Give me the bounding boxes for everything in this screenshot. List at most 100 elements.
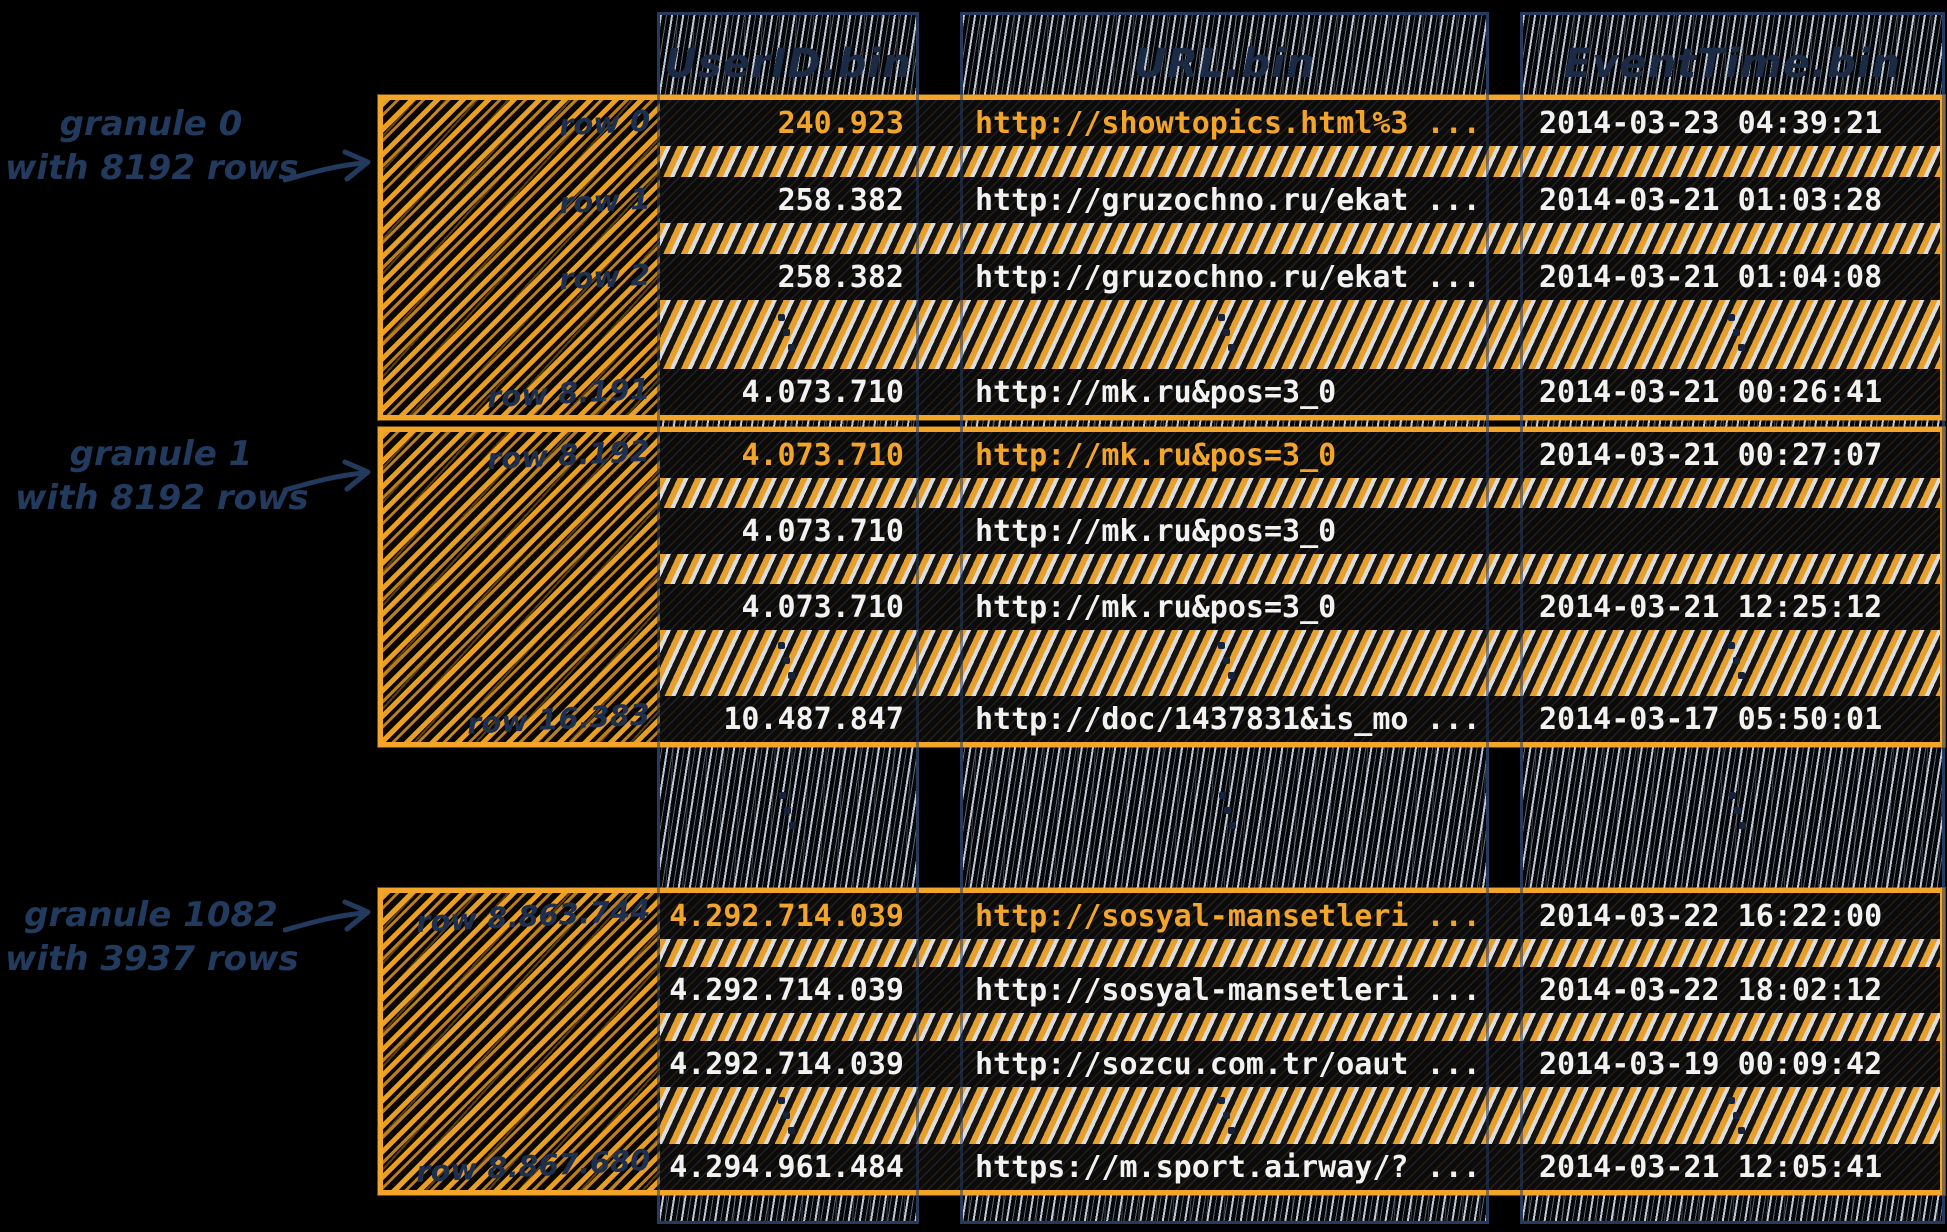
cell-url: http://gruzochno.ru/ekat ... xyxy=(975,259,1481,295)
hidden-rows-gap xyxy=(660,630,1940,696)
table-row: 258.382 http://gruzochno.ru/ekat ... 201… xyxy=(660,254,1940,300)
cell-eventtime: 2014-03-21 01:04:08 xyxy=(1539,259,1883,295)
row-label: row 8.863.744 xyxy=(414,892,651,940)
ellipsis-dots-icon xyxy=(1218,314,1225,321)
cell-eventtime: 2014-03-23 04:39:21 xyxy=(1539,105,1883,141)
cell-eventtime: 2014-03-17 05:50:01 xyxy=(1539,701,1883,737)
band-edge-line xyxy=(960,12,963,1224)
granule-0-hatch-block: row 0 row 1 row 2 row 8.191 xyxy=(383,100,660,415)
cell-url: http://sosyal-mansetleri ... xyxy=(975,972,1481,1008)
cell-url: http://doc/1437831&is_mo ... xyxy=(975,701,1481,737)
arrow-right-icon xyxy=(283,149,371,183)
band-edge-line xyxy=(1520,12,1523,1224)
cell-url: http://mk.ru&pos=3_0 xyxy=(975,513,1337,549)
cell-userid: 10.487.847 xyxy=(723,701,904,737)
hidden-rows-gap xyxy=(660,300,1940,369)
ellipsis-dots-icon xyxy=(1728,642,1735,649)
annotation-line2: with 8192 rows xyxy=(15,478,309,518)
cell-eventtime: 2014-03-19 00:09:42 xyxy=(1539,1046,1883,1082)
granule-1-annotation: granule 1 with 8192 rows xyxy=(15,432,309,520)
row-label: row 8.867.680 xyxy=(414,1142,651,1190)
cell-userid: 4.073.710 xyxy=(741,589,904,625)
cell-userid: 4.292.714.039 xyxy=(669,1046,904,1082)
cell-url: http://mk.ru&pos=3_0 xyxy=(975,589,1337,625)
cell-eventtime: 2014-03-22 18:02:12 xyxy=(1539,972,1883,1008)
ellipsis-dots-icon xyxy=(779,792,786,799)
granule-0-annotation: granule 0 with 8192 rows xyxy=(5,102,299,190)
table-row: 4.073.710 http://mk.ru&pos=3_0 2014-03-2… xyxy=(660,369,1940,415)
cell-url: https://m.sport.airway/? ... xyxy=(975,1149,1481,1185)
row-label: row 8.192 xyxy=(486,433,651,477)
arrow-right-icon xyxy=(283,459,371,493)
ellipsis-dots-icon xyxy=(1728,314,1735,321)
table-row: 4.073.710 http://mk.ru&pos=3_0 2014-03-2… xyxy=(660,584,1940,630)
granule-0-box: row 0 row 1 row 2 row 8.191 240.923 http… xyxy=(378,95,1945,420)
granule-1-box: row 8.192 row 16.383 4.073.710 http://mk… xyxy=(378,427,1945,747)
cell-eventtime: 2014-03-22 16:22:00 xyxy=(1539,898,1883,934)
cell-userid: 258.382 xyxy=(777,182,904,218)
cell-userid: 4.292.714.039 xyxy=(669,898,904,934)
ellipsis-dots-icon xyxy=(778,642,785,649)
row-label: row 0 xyxy=(557,103,651,143)
cell-url: http://gruzochno.ru/ekat ... xyxy=(975,182,1481,218)
cell-userid: 4.073.710 xyxy=(741,437,904,473)
granule-0-rows: 240.923 http://showtopics.html%3 ... 201… xyxy=(660,100,1940,415)
row-label: row 16.383 xyxy=(466,697,651,741)
table-row: 4.073.710 http://mk.ru&pos=3_0 xyxy=(660,508,1940,554)
column-header-userid: UserID.bin xyxy=(664,41,912,87)
ellipsis-dots-icon xyxy=(778,1097,785,1104)
row-separator xyxy=(660,223,1940,254)
ellipsis-dots-icon xyxy=(1218,1097,1225,1104)
ellipsis-dots-icon xyxy=(778,314,785,321)
cell-userid: 4.073.710 xyxy=(741,374,904,410)
cell-eventtime: 2014-03-21 12:05:41 xyxy=(1539,1149,1883,1185)
ellipsis-dots-icon xyxy=(1728,1097,1735,1104)
row-separator xyxy=(660,554,1940,584)
row-label: row 1 xyxy=(557,181,651,221)
granule-1082-rows: 4.292.714.039 http://sosyal-mansetleri .… xyxy=(660,893,1940,1190)
cell-url: http://sozcu.com.tr/oaut ... xyxy=(975,1046,1481,1082)
ellipsis-dots-icon xyxy=(1729,792,1736,799)
table-row: 258.382 http://gruzochno.ru/ekat ... 201… xyxy=(660,177,1940,223)
granule-1082-hatch-block: row 8.863.744 row 8.867.680 xyxy=(383,893,660,1190)
band-edge-line xyxy=(657,12,660,1224)
row-label: row 2 xyxy=(557,257,651,297)
annotation-line2: with 3937 rows xyxy=(5,939,299,979)
cell-eventtime: 2014-03-21 01:03:28 xyxy=(1539,182,1883,218)
cell-eventtime: 2014-03-21 12:25:12 xyxy=(1539,589,1883,625)
cell-userid: 258.382 xyxy=(777,259,904,295)
cell-url: http://sosyal-mansetleri ... xyxy=(975,898,1481,934)
cell-userid: 4.294.961.484 xyxy=(669,1149,904,1185)
cell-userid: 4.073.710 xyxy=(741,513,904,549)
cell-userid: 4.292.714.039 xyxy=(669,972,904,1008)
table-row: 4.294.961.484 https://m.sport.airway/? .… xyxy=(660,1144,1940,1190)
row-separator xyxy=(660,939,1940,967)
band-edge-line xyxy=(1942,12,1945,1224)
annotation-line1: granule 1 xyxy=(69,434,253,474)
hidden-rows-gap xyxy=(660,1087,1940,1144)
table-row: 240.923 http://showtopics.html%3 ... 201… xyxy=(660,100,1940,146)
cell-url: http://showtopics.html%3 ... xyxy=(975,105,1481,141)
granule-1082-box: row 8.863.744 row 8.867.680 4.292.714.03… xyxy=(378,888,1945,1195)
annotation-line1: granule 1082 xyxy=(24,895,278,935)
table-row: 4.292.714.039 http://sosyal-mansetleri .… xyxy=(660,893,1940,939)
ellipsis-dots-icon xyxy=(1218,642,1225,649)
row-separator xyxy=(660,146,1940,177)
column-header-url: URL.bin xyxy=(1133,41,1316,87)
cell-url: http://mk.ru&pos=3_0 xyxy=(975,374,1337,410)
table-row: 10.487.847 http://doc/1437831&is_mo ... … xyxy=(660,696,1940,742)
table-row: 4.292.714.039 http://sosyal-mansetleri .… xyxy=(660,967,1940,1013)
table-row: 4.073.710 http://mk.ru&pos=3_0 2014-03-2… xyxy=(660,432,1940,478)
row-separator xyxy=(660,478,1940,508)
annotation-line1: granule 0 xyxy=(59,104,243,144)
granule-1-hatch-block: row 8.192 row 16.383 xyxy=(383,432,660,742)
granule-1082-annotation: granule 1082 with 3937 rows xyxy=(5,893,299,981)
arrow-right-icon xyxy=(283,899,371,933)
column-header-eventtime: EventTime.bin xyxy=(1564,41,1901,87)
cell-eventtime: 2014-03-21 00:27:07 xyxy=(1539,437,1883,473)
annotation-line2: with 8192 rows xyxy=(5,148,299,188)
band-edge-line xyxy=(1486,12,1489,1224)
table-row: 4.292.714.039 http://sozcu.com.tr/oaut .… xyxy=(660,1041,1940,1087)
cell-eventtime: 2014-03-21 00:26:41 xyxy=(1539,374,1883,410)
